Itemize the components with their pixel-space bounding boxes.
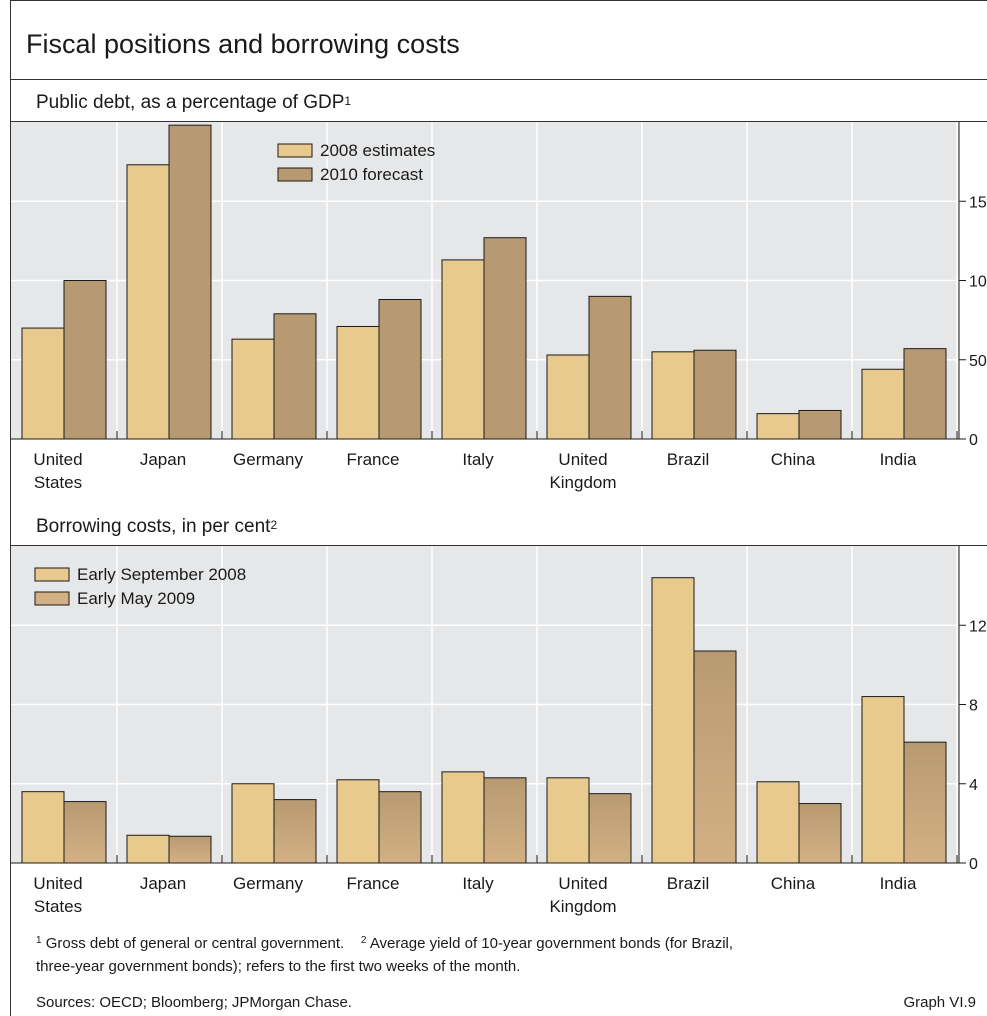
x-tick-label: China	[771, 450, 816, 469]
bar-series2	[693, 349, 737, 440]
footnotes-line2: three-year government bonds); refers to …	[36, 958, 520, 975]
bar-series1	[441, 259, 485, 440]
panel1-subtitle: Public debt, as a percentage of GDP1	[36, 92, 351, 114]
bar-series1	[441, 771, 485, 864]
y-tick-label: 150	[969, 194, 987, 211]
bar-series2	[798, 803, 842, 864]
panel1-top-border	[10, 121, 987, 122]
fn2-text-line2: three-year government bonds); refers to …	[36, 958, 521, 975]
legend-swatch	[277, 143, 313, 158]
borrowing-costs-chart: 0 4 8 12 United States Japan Germany France Italy…	[11, 546, 987, 916]
fn2-mark: 2	[360, 935, 367, 946]
y-tick-label: 8	[969, 698, 978, 715]
x-tick-label: China	[771, 874, 816, 893]
bar-series2	[378, 299, 422, 440]
bar-series2	[588, 295, 632, 440]
fn1-text: Gross debt of general or central governm…	[45, 935, 345, 952]
panel2-subtitle-text: Borrowing costs, in per cent	[36, 516, 271, 537]
x-tick-label: Italy	[462, 874, 494, 893]
graph-id: Graph VI.9	[903, 994, 976, 1011]
y-tick-label: 0	[969, 856, 978, 873]
panel1-footnote-mark: 1	[344, 94, 352, 108]
legend-swatch	[277, 167, 313, 182]
x-tick-label: Japan	[140, 874, 186, 893]
bar-series1	[861, 696, 905, 864]
y-tick-label: 12	[969, 618, 987, 635]
chart-title: Fiscal positions and borrowing costs	[26, 29, 460, 59]
bar-series1	[756, 413, 800, 440]
x-tick-label: India	[880, 874, 917, 893]
legend-swatch	[34, 591, 70, 606]
x-tick-label: United	[558, 874, 607, 893]
x-tick-label: Kingdom	[549, 473, 616, 492]
bar-series1	[756, 781, 800, 864]
x-tick-label: Germany	[233, 874, 303, 893]
bar-series1	[546, 777, 590, 864]
legend-label: Early May 2009	[77, 589, 195, 608]
legend-label: Early September 2008	[77, 565, 246, 584]
bar-series2	[483, 777, 527, 864]
legend-swatch	[34, 567, 70, 582]
x-tick-label: Japan	[140, 450, 186, 469]
bar-series2	[798, 409, 842, 440]
bar-series2	[168, 835, 212, 864]
public-debt-chart: 0 50 100 150 United States Japan Germany France I…	[11, 122, 987, 492]
bar-series2	[63, 280, 107, 440]
x-tick-label: United	[33, 874, 82, 893]
fn2-text-line1: Average yield of 10-year government bond…	[369, 935, 734, 952]
y-tick-label: 50	[969, 353, 987, 370]
bar-series2	[903, 348, 947, 440]
bar-series1	[651, 351, 695, 440]
frame-left-border	[10, 0, 11, 1016]
footnotes-line1: 1 Gross debt of general or central gover…	[36, 935, 733, 952]
frame-top-border	[10, 0, 987, 1]
bar-series2	[63, 801, 107, 864]
panel2-subtitle: Borrowing costs, in per cent2	[36, 516, 277, 538]
x-tick-label: France	[347, 874, 400, 893]
x-tick-label: United	[558, 450, 607, 469]
bar-series2	[168, 124, 212, 440]
legend-label: 2008 estimates	[320, 141, 435, 160]
bar-series1	[126, 164, 170, 440]
bar-series2	[903, 741, 947, 864]
x-tick-label: States	[34, 897, 82, 916]
title-divider	[10, 79, 987, 80]
x-tick-label: Brazil	[667, 450, 710, 469]
bar-series1	[336, 325, 380, 440]
panel2-footnote-mark: 2	[270, 518, 278, 532]
x-tick-label: Brazil	[667, 874, 710, 893]
y-tick-label: 0	[969, 432, 978, 449]
x-tick-label: United	[33, 450, 82, 469]
sources-line: Sources: OECD; Bloomberg; JPMorgan Chase…	[36, 994, 976, 1011]
bar-series2	[693, 650, 737, 864]
bar-series1	[21, 791, 65, 864]
sources-text: Sources: OECD; Bloomberg; JPMorgan Chase…	[36, 994, 352, 1011]
x-tick-label: Kingdom	[549, 897, 616, 916]
bar-series1	[651, 577, 695, 864]
bar-series1	[21, 327, 65, 440]
legend-label: 2010 forecast	[320, 165, 423, 184]
x-tick-label: Italy	[462, 450, 494, 469]
x-tick-label: France	[347, 450, 400, 469]
x-tick-label: States	[34, 473, 82, 492]
x-tick-label: India	[880, 450, 917, 469]
fn1-mark: 1	[36, 935, 42, 946]
panel1-subtitle-text: Public debt, as a percentage of GDP	[36, 92, 345, 113]
bar-series1	[336, 779, 380, 864]
bar-series2	[588, 793, 632, 864]
x-tick-label: Germany	[233, 450, 303, 469]
bar-series1	[861, 368, 905, 440]
bar-series2	[273, 799, 317, 864]
bar-series1	[126, 834, 170, 864]
panel2-top-border	[10, 545, 987, 546]
bar-series1	[546, 354, 590, 440]
bar-series2	[273, 313, 317, 440]
bar-series2	[378, 791, 422, 864]
bar-series2	[483, 237, 527, 440]
y-tick-label: 4	[969, 777, 978, 794]
y-tick-label: 100	[969, 274, 987, 291]
bar-series1	[231, 338, 275, 440]
bar-series1	[231, 783, 275, 864]
